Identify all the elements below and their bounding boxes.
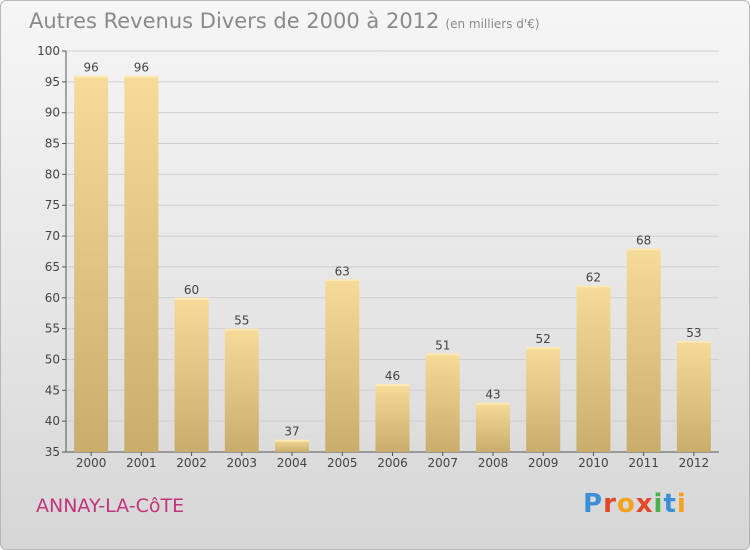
- chart-title: Autres Revenus Divers de 2000 à 2012: [29, 9, 440, 33]
- bar: [526, 347, 561, 452]
- y-tick-label: 55: [45, 322, 60, 336]
- bar: [375, 384, 410, 452]
- data-label: 96: [134, 61, 149, 75]
- bar: [576, 285, 611, 452]
- bar: [74, 75, 109, 452]
- logo-letter: r: [603, 489, 617, 519]
- y-tick-label: 85: [45, 137, 60, 151]
- bar-layer: [74, 75, 711, 452]
- bar: [224, 328, 259, 452]
- bar-highlight: [576, 285, 611, 288]
- x-tick-label: 2008: [478, 456, 509, 470]
- x-tick-label: 2007: [427, 456, 458, 470]
- x-tick-label: 2002: [176, 456, 207, 470]
- logo-letter: x: [635, 489, 654, 519]
- x-tick-label: 2009: [528, 456, 559, 470]
- bar-highlight: [526, 347, 561, 350]
- data-label: 51: [435, 338, 450, 352]
- bar: [174, 297, 209, 452]
- x-tick-label: 2005: [327, 456, 358, 470]
- logo-letter: o: [616, 489, 636, 519]
- bar: [275, 439, 310, 452]
- x-tick-label: 2000: [76, 456, 107, 470]
- logo-letter: t: [663, 489, 677, 519]
- label-layer: 96 96 60 55 37 63 46 51 43 52 62 68 53: [83, 61, 701, 439]
- y-tick-label: 90: [45, 106, 60, 120]
- bar-highlight: [325, 279, 360, 282]
- y-tick-label: 65: [45, 260, 60, 274]
- bar-highlight: [375, 384, 410, 387]
- y-tick-label: 100: [37, 44, 60, 58]
- data-label: 37: [284, 425, 299, 439]
- bar-highlight: [425, 353, 460, 356]
- x-tick-label: 2012: [679, 456, 710, 470]
- bar: [475, 402, 510, 452]
- x-tick-label: 2010: [578, 456, 609, 470]
- logo-letter: P: [583, 489, 604, 519]
- logo-letter: i: [676, 489, 687, 519]
- y-tick-label: 50: [45, 352, 60, 366]
- data-label: 63: [335, 264, 350, 278]
- bar-highlight: [275, 439, 310, 442]
- axis-layer: 35 40 45 50 55 60 65 70 75 80 85 90 95 100 2000 2001 200…: [37, 44, 719, 470]
- x-tick-label: 2004: [277, 456, 308, 470]
- data-label: 55: [234, 314, 249, 328]
- data-label: 62: [586, 270, 601, 284]
- x-tick-label: 2006: [377, 456, 408, 470]
- proxiti-logo: Proxiti: [583, 489, 687, 519]
- bar: [425, 353, 460, 452]
- bar: [124, 75, 159, 452]
- bar-highlight: [174, 297, 209, 300]
- x-tick-label: 2011: [628, 456, 659, 470]
- x-tick-label: 2001: [126, 456, 157, 470]
- y-tick-label: 60: [45, 291, 60, 305]
- logo-letter: i: [653, 489, 664, 519]
- y-tick-label: 70: [45, 229, 60, 243]
- data-label: 68: [636, 233, 651, 247]
- data-label: 46: [385, 369, 400, 383]
- x-tick-label: 2003: [227, 456, 258, 470]
- bar: [626, 248, 661, 452]
- bar-highlight: [224, 328, 259, 331]
- y-tick-label: 35: [45, 445, 60, 459]
- chart-subtitle: (en milliers d'€): [445, 17, 540, 31]
- bar: [676, 340, 711, 452]
- bar-highlight: [676, 340, 711, 343]
- bar-highlight: [626, 248, 661, 251]
- data-label: 52: [536, 332, 551, 346]
- data-label: 96: [83, 61, 98, 75]
- bar-highlight: [475, 402, 510, 405]
- y-tick-label: 95: [45, 75, 60, 89]
- y-tick-label: 80: [45, 167, 60, 181]
- y-tick-label: 45: [45, 383, 60, 397]
- y-tick-label: 40: [45, 414, 60, 428]
- chart-title-block: Autres Revenus Divers de 2000 à 2012 (en …: [29, 9, 540, 33]
- data-label: 53: [686, 326, 701, 340]
- bar-highlight: [74, 75, 109, 78]
- bar-highlight: [124, 75, 159, 78]
- y-tick-label: 75: [45, 198, 60, 212]
- data-label: 43: [485, 388, 500, 402]
- commune-name: ANNAY-LA-CôTE: [36, 495, 185, 517]
- data-label: 60: [184, 283, 199, 297]
- bar: [325, 279, 360, 452]
